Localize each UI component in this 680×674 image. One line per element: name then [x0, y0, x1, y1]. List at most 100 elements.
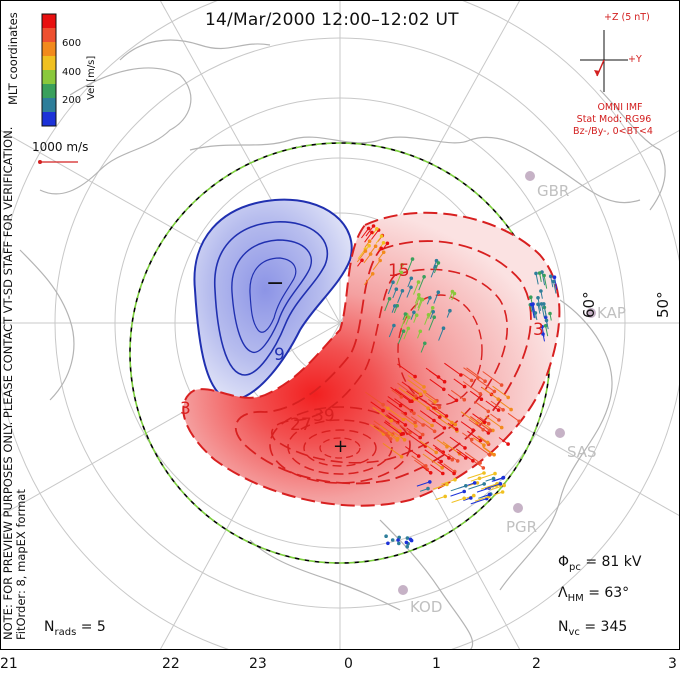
vector-origin	[400, 289, 405, 293]
station-label: SAS	[567, 443, 597, 461]
vector-line	[438, 328, 444, 341]
vector-line	[449, 436, 466, 449]
contour-label: 3	[533, 320, 544, 340]
vector-line	[370, 401, 384, 412]
vector-line	[423, 422, 435, 432]
imf-source: OMNI IMF	[597, 102, 643, 113]
vector-line	[468, 483, 485, 490]
vector-line	[388, 412, 406, 426]
mlt-tick-3: 3	[668, 656, 677, 672]
contour-label: 39	[313, 406, 335, 426]
vector-line	[554, 277, 558, 290]
vector-line	[430, 464, 444, 474]
vector-line	[429, 311, 434, 320]
vector-line	[378, 428, 389, 437]
vector-line	[432, 444, 444, 453]
mlt-tick-21: 21	[0, 656, 18, 672]
vector-line	[531, 304, 536, 319]
vector-line	[446, 310, 451, 318]
vector-line	[447, 422, 457, 430]
coastlines	[19, 39, 666, 650]
colorbar-swatch	[42, 70, 56, 84]
vector-line	[456, 451, 466, 459]
coordinate-label: MLT coordinates	[6, 12, 20, 105]
vector-line	[365, 225, 374, 237]
vector-line	[417, 331, 421, 339]
vector-line	[498, 437, 509, 445]
vector-line	[364, 240, 370, 248]
vector-origin	[405, 545, 410, 549]
vector-line	[541, 303, 545, 318]
vector-line	[417, 299, 422, 309]
cross-polar-potential: Φpc = 81 kV	[558, 554, 642, 573]
vector-line	[462, 432, 472, 441]
vector-line	[417, 414, 433, 426]
vector-line	[421, 399, 435, 409]
vector-line	[390, 386, 411, 402]
colorbar-swatch	[42, 28, 56, 42]
colorbar-swatch	[42, 98, 56, 112]
vector-origin	[500, 490, 505, 494]
vector-line	[490, 413, 500, 421]
vector-line	[379, 425, 399, 439]
vector-line	[394, 398, 412, 412]
vector-line	[393, 305, 398, 314]
vector-line	[387, 282, 394, 295]
mlt-tick-0: 0	[344, 656, 353, 672]
vector-line	[478, 435, 488, 443]
vector-line	[473, 437, 485, 446]
vector-line	[370, 245, 377, 254]
vector-origin	[448, 308, 452, 313]
vector-line	[406, 432, 426, 447]
vector-line	[472, 413, 485, 423]
vector-line	[419, 440, 437, 453]
vector-line	[477, 379, 495, 392]
vector-line	[428, 398, 440, 408]
vector-line	[482, 371, 502, 386]
contour-labels: 3 15 27 39 3	[180, 261, 544, 435]
page-title: 14/Mar/2000 12:00–12:02 UT	[205, 10, 459, 30]
vector-line	[429, 378, 445, 390]
vector-line	[402, 405, 415, 414]
vector-line	[550, 276, 554, 288]
vector-line	[386, 400, 406, 415]
vector-origin	[397, 535, 402, 540]
mlt-tick-22: 22	[162, 656, 180, 672]
vector-line	[490, 484, 505, 491]
vector-line	[466, 367, 486, 382]
vector-line	[433, 262, 439, 274]
vector-line	[406, 287, 412, 298]
vector-line	[397, 363, 416, 378]
vector-line	[447, 453, 458, 462]
vector-line	[436, 439, 448, 448]
vector-line	[406, 427, 421, 439]
vector-origin	[396, 538, 400, 542]
vector-line	[392, 431, 405, 441]
vector-line	[416, 481, 430, 487]
vector-line	[442, 441, 460, 455]
vector-line	[455, 448, 474, 462]
colorbar-swatch	[42, 112, 56, 126]
vector-line	[453, 378, 465, 388]
vector-line	[405, 446, 419, 457]
vector-origin	[386, 541, 390, 546]
positive-potential-cell	[182, 211, 561, 507]
vector-line	[405, 317, 410, 325]
vector-line	[417, 299, 423, 311]
latitude-label-50: 50°	[654, 291, 672, 318]
vector-line	[450, 389, 465, 401]
vector-line	[467, 430, 481, 441]
vector-line	[363, 253, 371, 264]
vector-line	[424, 394, 436, 403]
vector-line	[414, 459, 428, 470]
imf-bz-label: +Z (5 nT)	[604, 12, 650, 23]
vector-line	[450, 491, 465, 497]
colorbar-swatch	[42, 42, 56, 56]
vector-line	[407, 375, 425, 388]
vector-line	[402, 313, 406, 321]
vector-line	[462, 381, 481, 395]
contour-label: 3	[180, 399, 191, 419]
vector-line	[372, 260, 381, 271]
vector-line	[404, 417, 417, 427]
